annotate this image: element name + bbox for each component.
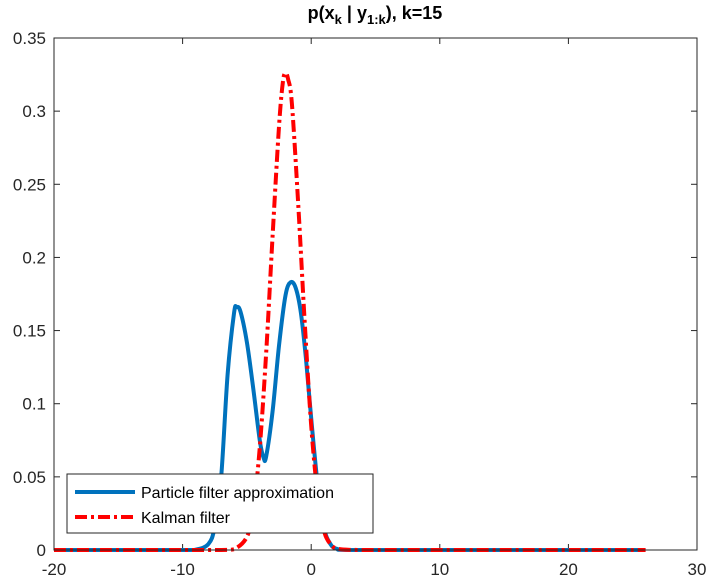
y-tick-label: 0.1 [22,395,46,414]
title-mid: | y [342,3,367,23]
x-tick-label: 20 [559,560,578,579]
y-tick-label: 0.25 [13,175,46,194]
title-subscript-k: k [335,12,343,27]
chart-title: p(xk | y1:k), k=15 [308,3,443,27]
y-tick-label: 0.3 [22,102,46,121]
y-tick-label: 0.15 [13,322,46,341]
tick-labels: -20 -10 0 10 20 30 0 0.05 0.1 0.15 0.2 0.25 0.3 0.35 [13,29,707,579]
legend: Particle filter approximation Kalman fil… [66,473,374,534]
y-tick-label: 0 [37,541,46,560]
title-main: p(x [308,3,335,23]
x-tick-label: -20 [42,560,67,579]
legend-label-particle-filter: Particle filter approximation [141,485,334,502]
y-tick-label: 0.2 [22,248,46,267]
title-tail: ), k=15 [386,3,443,23]
plot-background [54,38,697,550]
x-tick-label: 0 [306,560,315,579]
x-tick-label: 30 [688,560,707,579]
legend-box [66,473,374,534]
legend-label-kalman-filter: Kalman filter [141,510,231,527]
title-subscript-1k: 1:k [367,12,387,27]
y-tick-label: 0.05 [13,468,46,487]
y-tick-label: 0.35 [13,29,46,48]
x-tick-label: -10 [170,560,195,579]
x-tick-label: 10 [430,560,449,579]
series-line-kalman-filter [53,71,646,553]
plot-area-frame [53,37,698,551]
